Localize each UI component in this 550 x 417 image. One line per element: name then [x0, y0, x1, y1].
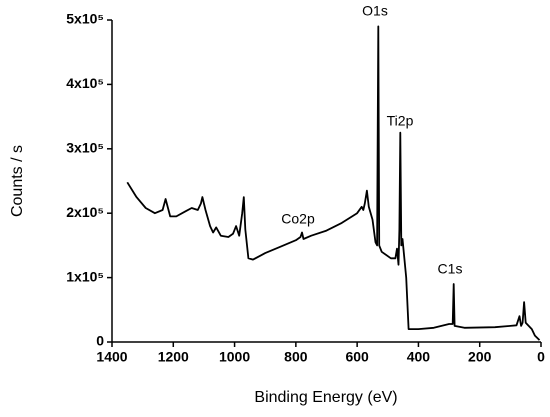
x-tick-label: 600: [345, 349, 369, 365]
y-tick-label: 5x10⁵: [66, 11, 104, 27]
spectrum-line: [126, 25, 541, 341]
y-tick-label: 4x10⁵: [66, 75, 104, 91]
x-tick-label: 1200: [158, 349, 189, 365]
y-axis-label: Counts / s: [9, 145, 26, 217]
x-tick-label: 1400: [96, 349, 127, 365]
peak-label: Co2p: [281, 211, 315, 227]
y-tick-label: 1x10⁵: [66, 268, 104, 284]
x-tick-label: 1000: [219, 349, 250, 365]
x-tick-label: 800: [284, 349, 308, 365]
y-tick-label: 2x10⁵: [66, 204, 104, 220]
peak-label: C1s: [438, 261, 463, 277]
y-tick-label: 0: [96, 333, 104, 349]
x-tick-label: 0: [537, 349, 545, 365]
y-tick-label: 3x10⁵: [66, 140, 104, 156]
peak-label: Ti2p: [387, 113, 414, 129]
x-tick-label: 200: [468, 349, 492, 365]
x-tick-label: 400: [407, 349, 431, 365]
peak-label: O1s: [362, 3, 388, 19]
x-axis-label: Binding Energy (eV): [254, 389, 397, 406]
